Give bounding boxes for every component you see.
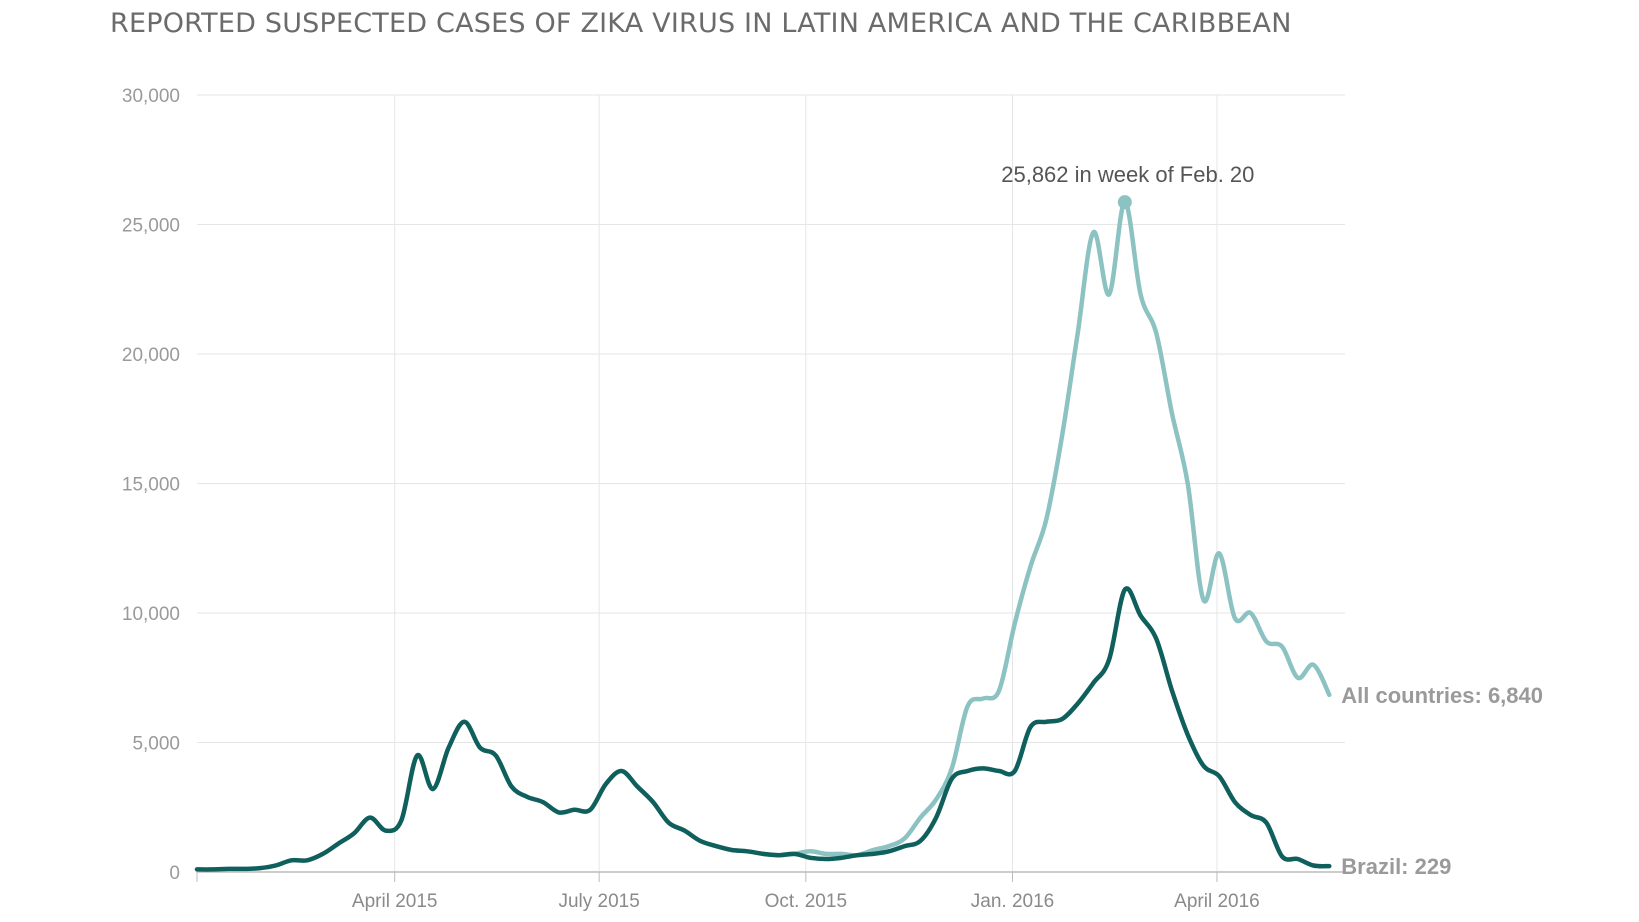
x-tick-label: Oct. 2015 — [765, 891, 847, 912]
y-tick-label: 15,000 — [122, 475, 180, 496]
x-tick-label: Jan. 2016 — [971, 891, 1054, 912]
peak-annotation: 25,862 in week of Feb. 20 — [1001, 162, 1254, 187]
y-tick-label: 30,000 — [122, 86, 180, 107]
x-tick-label: April 2015 — [352, 891, 438, 912]
x-tick-label: July 2015 — [558, 891, 639, 912]
series-end-label-brazil: Brazil: 229 — [1341, 854, 1451, 879]
x-tick-label: April 2016 — [1174, 891, 1260, 912]
peak-marker — [1117, 195, 1132, 210]
series-line-all-countries — [760, 199, 1332, 858]
y-tick-label: 25,000 — [122, 216, 180, 237]
y-tick-label: 5,000 — [132, 734, 180, 755]
y-tick-label: 0 — [169, 863, 180, 884]
series-line-brazil — [194, 586, 1332, 872]
y-tick-label: 10,000 — [122, 604, 180, 625]
y-tick-label: 20,000 — [122, 345, 180, 366]
series-end-label-all-countries: All countries: 6,840 — [1341, 683, 1543, 708]
chart-title: REPORTED SUSPECTED CASES OF ZIKA VIRUS I… — [110, 8, 1292, 39]
